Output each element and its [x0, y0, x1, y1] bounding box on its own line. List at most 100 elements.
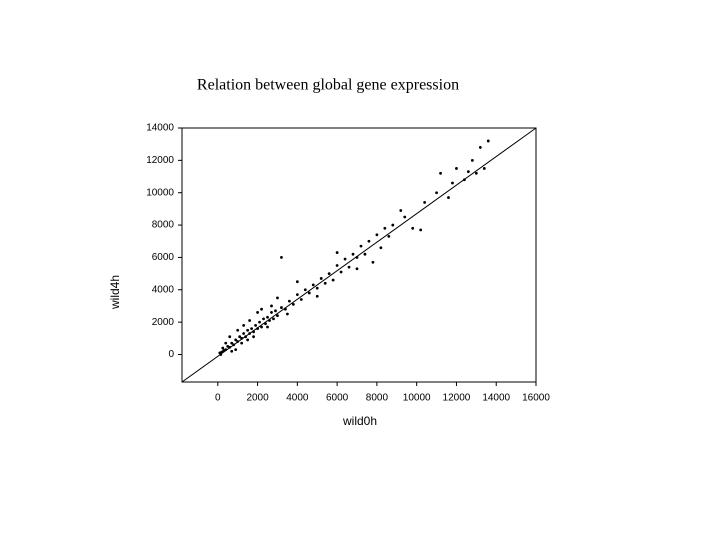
- point: [351, 252, 355, 256]
- y-tick-label: 14000: [146, 123, 174, 134]
- point: [228, 345, 232, 349]
- y-tick-label: 0: [168, 349, 174, 360]
- point: [359, 244, 363, 248]
- point: [274, 309, 277, 313]
- point: [466, 170, 470, 174]
- point: [315, 294, 319, 298]
- point: [323, 281, 327, 285]
- point: [262, 317, 265, 321]
- point: [284, 307, 287, 311]
- point: [236, 328, 240, 332]
- point: [315, 286, 319, 290]
- point: [240, 341, 244, 345]
- point: [383, 226, 387, 230]
- point: [327, 272, 331, 276]
- point: [447, 196, 450, 199]
- x-tick-label: 10000: [403, 393, 431, 404]
- point: [474, 171, 478, 175]
- chart-title: Relation between global gene expression: [197, 77, 459, 94]
- point: [266, 325, 269, 329]
- y-tick-label: 10000: [146, 187, 174, 198]
- point: [291, 302, 295, 306]
- y-tick-label: 12000: [146, 155, 174, 166]
- point: [339, 270, 343, 274]
- point: [363, 252, 367, 256]
- point: [295, 280, 299, 284]
- point: [252, 330, 255, 334]
- point: [311, 283, 315, 287]
- point: [260, 325, 263, 329]
- point: [264, 322, 267, 326]
- point: [244, 335, 248, 339]
- point: [270, 304, 273, 308]
- point: [280, 256, 283, 259]
- point: [242, 323, 246, 327]
- point: [411, 226, 415, 230]
- point: [246, 338, 250, 342]
- x-tick-label: 14000: [482, 393, 510, 404]
- point: [399, 209, 403, 212]
- point: [331, 278, 335, 282]
- fit-line: [181, 127, 537, 383]
- point: [219, 353, 223, 356]
- x-tick-label: 8000: [366, 393, 389, 404]
- point: [232, 343, 236, 347]
- point: [236, 340, 240, 343]
- point: [234, 348, 238, 352]
- point: [478, 146, 482, 149]
- point: [295, 293, 299, 297]
- point: [299, 298, 303, 301]
- point: [248, 319, 252, 322]
- point: [252, 335, 255, 339]
- x-axis-label: wild0h: [342, 414, 377, 428]
- point: [230, 341, 234, 345]
- x-tick-label: 0: [215, 393, 221, 404]
- point: [220, 350, 224, 354]
- x-tick-label: 4000: [286, 393, 309, 404]
- point: [224, 341, 228, 345]
- y-tick-label: 4000: [152, 284, 175, 295]
- point: [268, 319, 271, 322]
- point: [266, 315, 269, 319]
- point: [451, 181, 454, 185]
- point: [242, 332, 246, 335]
- point: [423, 201, 427, 204]
- point: [335, 251, 339, 254]
- point: [221, 346, 225, 350]
- point: [470, 158, 474, 162]
- point: [256, 311, 259, 314]
- point: [250, 327, 254, 331]
- point: [486, 139, 490, 143]
- x-tick-label: 16000: [522, 393, 550, 404]
- point: [224, 348, 228, 352]
- point: [246, 328, 250, 332]
- point: [371, 260, 375, 264]
- point: [276, 314, 279, 318]
- point: [254, 323, 257, 327]
- point: [228, 335, 232, 339]
- point: [439, 171, 442, 175]
- point: [387, 234, 391, 238]
- point: [307, 291, 311, 295]
- point: [367, 239, 371, 243]
- point: [238, 335, 242, 339]
- x-tick-label: 12000: [443, 393, 471, 404]
- point: [287, 299, 291, 303]
- point: [272, 317, 275, 321]
- y-axis-label: wild4h: [108, 275, 122, 310]
- point: [391, 223, 395, 227]
- point: [303, 288, 307, 292]
- point: [230, 349, 234, 353]
- point: [270, 311, 273, 314]
- point: [435, 191, 438, 195]
- x-tick-label: 2000: [246, 393, 269, 404]
- point: [419, 228, 423, 232]
- point: [355, 267, 359, 271]
- y-tick-label: 6000: [152, 252, 175, 263]
- point: [355, 256, 359, 259]
- y-tick-label: 2000: [152, 317, 175, 328]
- point: [403, 215, 407, 219]
- point: [260, 307, 263, 311]
- y-tick-label: 8000: [152, 220, 175, 231]
- point: [375, 233, 379, 237]
